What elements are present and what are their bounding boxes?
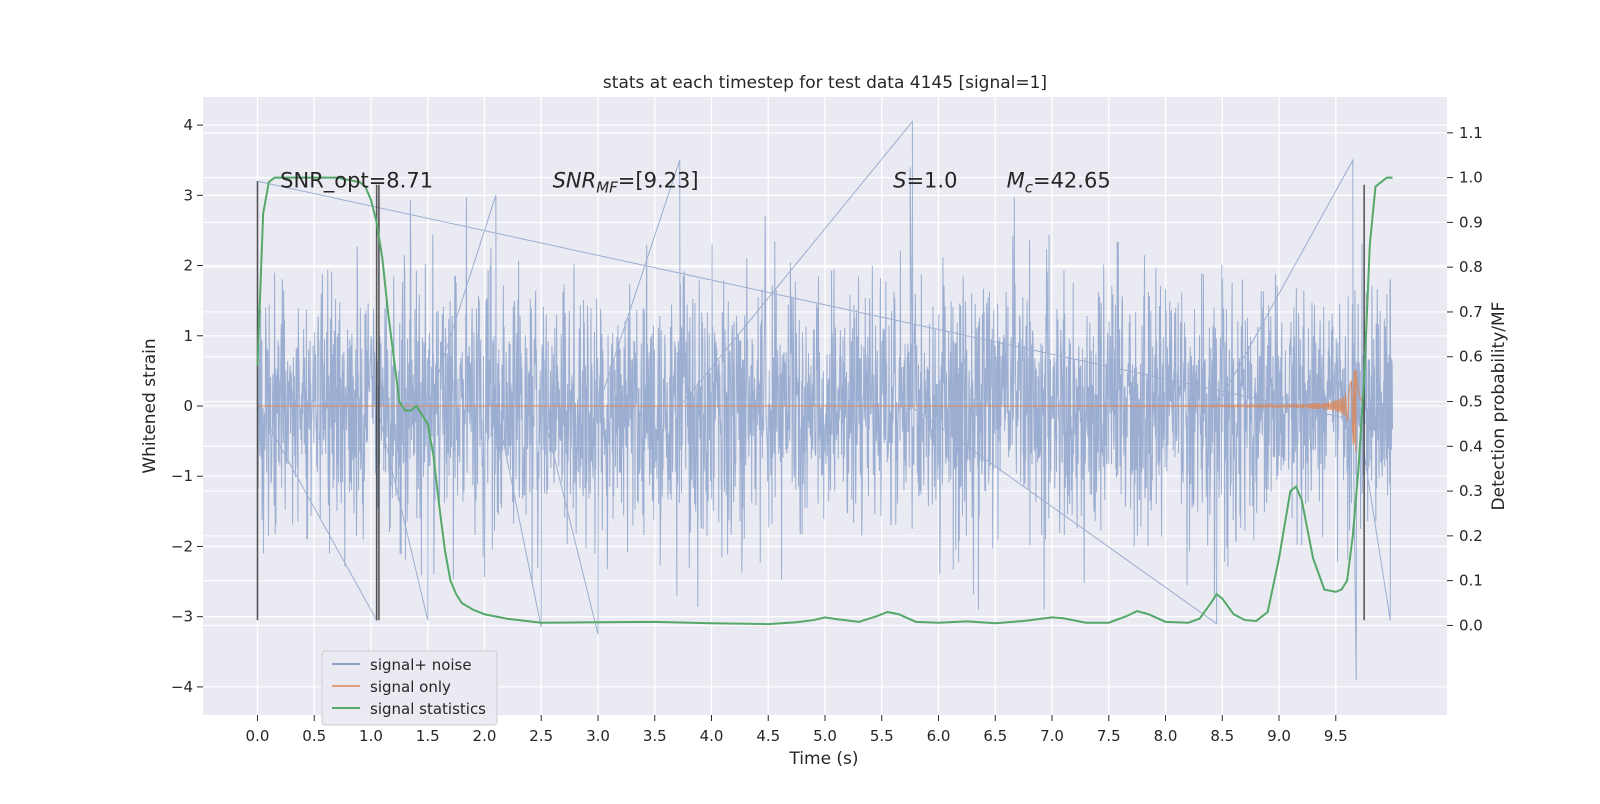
- y2-tick-label: 0.7: [1459, 303, 1483, 321]
- x-tick-label: 1.0: [359, 727, 383, 745]
- y-axis-label: Whitened strain: [140, 338, 160, 473]
- x-tick-label: 5.5: [870, 727, 894, 745]
- signal-trace: [257, 369, 1365, 453]
- y2-tick-label: 0.1: [1459, 572, 1483, 590]
- annotation-text: S=1.0: [893, 168, 957, 192]
- noise-series: [256, 120, 1394, 680]
- x-tick-label: 9.0: [1267, 727, 1291, 745]
- legend-label-signal: signal only: [370, 678, 451, 696]
- x-tick-label: 8.0: [1154, 727, 1178, 745]
- statistics-trace: [256, 176, 1393, 626]
- x-tick-label: 5.0: [813, 727, 837, 745]
- annotation-text: SNRMF=[9.23]: [553, 168, 699, 196]
- y-tick-label: −3: [171, 608, 193, 626]
- y2-tick-label: 0.9: [1459, 213, 1483, 231]
- x-tick-label: 7.5: [1097, 727, 1121, 745]
- x-tick-label: 4.0: [700, 727, 724, 745]
- y2-tick-label: 0.2: [1459, 527, 1483, 545]
- y-tick-label: 3: [183, 186, 193, 204]
- x-tick-label: 8.5: [1210, 727, 1234, 745]
- y2-tick-label: 1.1: [1459, 124, 1483, 142]
- x-tick-label: 6.0: [927, 727, 951, 745]
- x-tick-label: 2.5: [529, 727, 553, 745]
- x-tick-label: 6.5: [983, 727, 1007, 745]
- y-tick-label: −4: [171, 678, 193, 696]
- y2-tick-label: 0.4: [1459, 437, 1483, 455]
- y-tick-label: 4: [183, 116, 193, 134]
- y2-tick-label: 1.0: [1459, 169, 1483, 187]
- legend-box: [321, 650, 498, 726]
- x-tick-label: 3.5: [643, 727, 667, 745]
- y2-tick-label: 0.8: [1459, 258, 1483, 276]
- signal-only-series: [257, 369, 1365, 453]
- annotations: SNR_opt=8.71 SNRMF=[9.23] S=1.0 Mc=42.65: [280, 168, 1111, 196]
- annotation-text: SNR_opt=8.71: [280, 168, 433, 193]
- x-tick-label: 0.5: [302, 727, 326, 745]
- legend: signal+ noise signal only signal statist…: [321, 650, 498, 726]
- x-tick-label: 3.0: [586, 727, 610, 745]
- annotation-text: Mc=42.65: [1007, 168, 1111, 196]
- x-tick-label: 1.5: [416, 727, 440, 745]
- y-tick-label: 0: [183, 397, 193, 415]
- y2-tick-label: 0.0: [1459, 616, 1483, 634]
- chart-title: stats at each timestep for test data 414…: [603, 73, 1047, 93]
- x-tick-label: 0.0: [246, 727, 270, 745]
- y-tick-label: 1: [183, 327, 193, 345]
- noise-trace: [256, 120, 1394, 680]
- y-tick-label: −2: [171, 537, 193, 555]
- legend-label-noise: signal+ noise: [370, 656, 472, 674]
- y2-tick-label: 0.3: [1459, 482, 1483, 500]
- statistics-series: [256, 176, 1393, 626]
- x-tick-label: 7.0: [1040, 727, 1064, 745]
- y2-tick-label: 0.6: [1459, 348, 1483, 366]
- legend-label-statistics: signal statistics: [370, 700, 486, 718]
- x-tick-label: 9.5: [1324, 727, 1348, 745]
- y2-axis-label: Detection probability/MF: [1489, 302, 1509, 511]
- axes: 0.0 0.5 1.0 1.5 2.0 2.5 3.0 3.5 4.0 4.5 5.0 5.5 6.0 6…: [171, 116, 1483, 745]
- y-tick-label: −1: [171, 467, 193, 485]
- x-axis-label: Time (s): [788, 749, 858, 769]
- y-tick-label: 2: [183, 257, 193, 275]
- detection-markers: [256, 181, 1365, 621]
- x-tick-label: 4.5: [756, 727, 780, 745]
- x-tick-label: 2.0: [473, 727, 497, 745]
- y2-tick-label: 0.5: [1459, 393, 1483, 411]
